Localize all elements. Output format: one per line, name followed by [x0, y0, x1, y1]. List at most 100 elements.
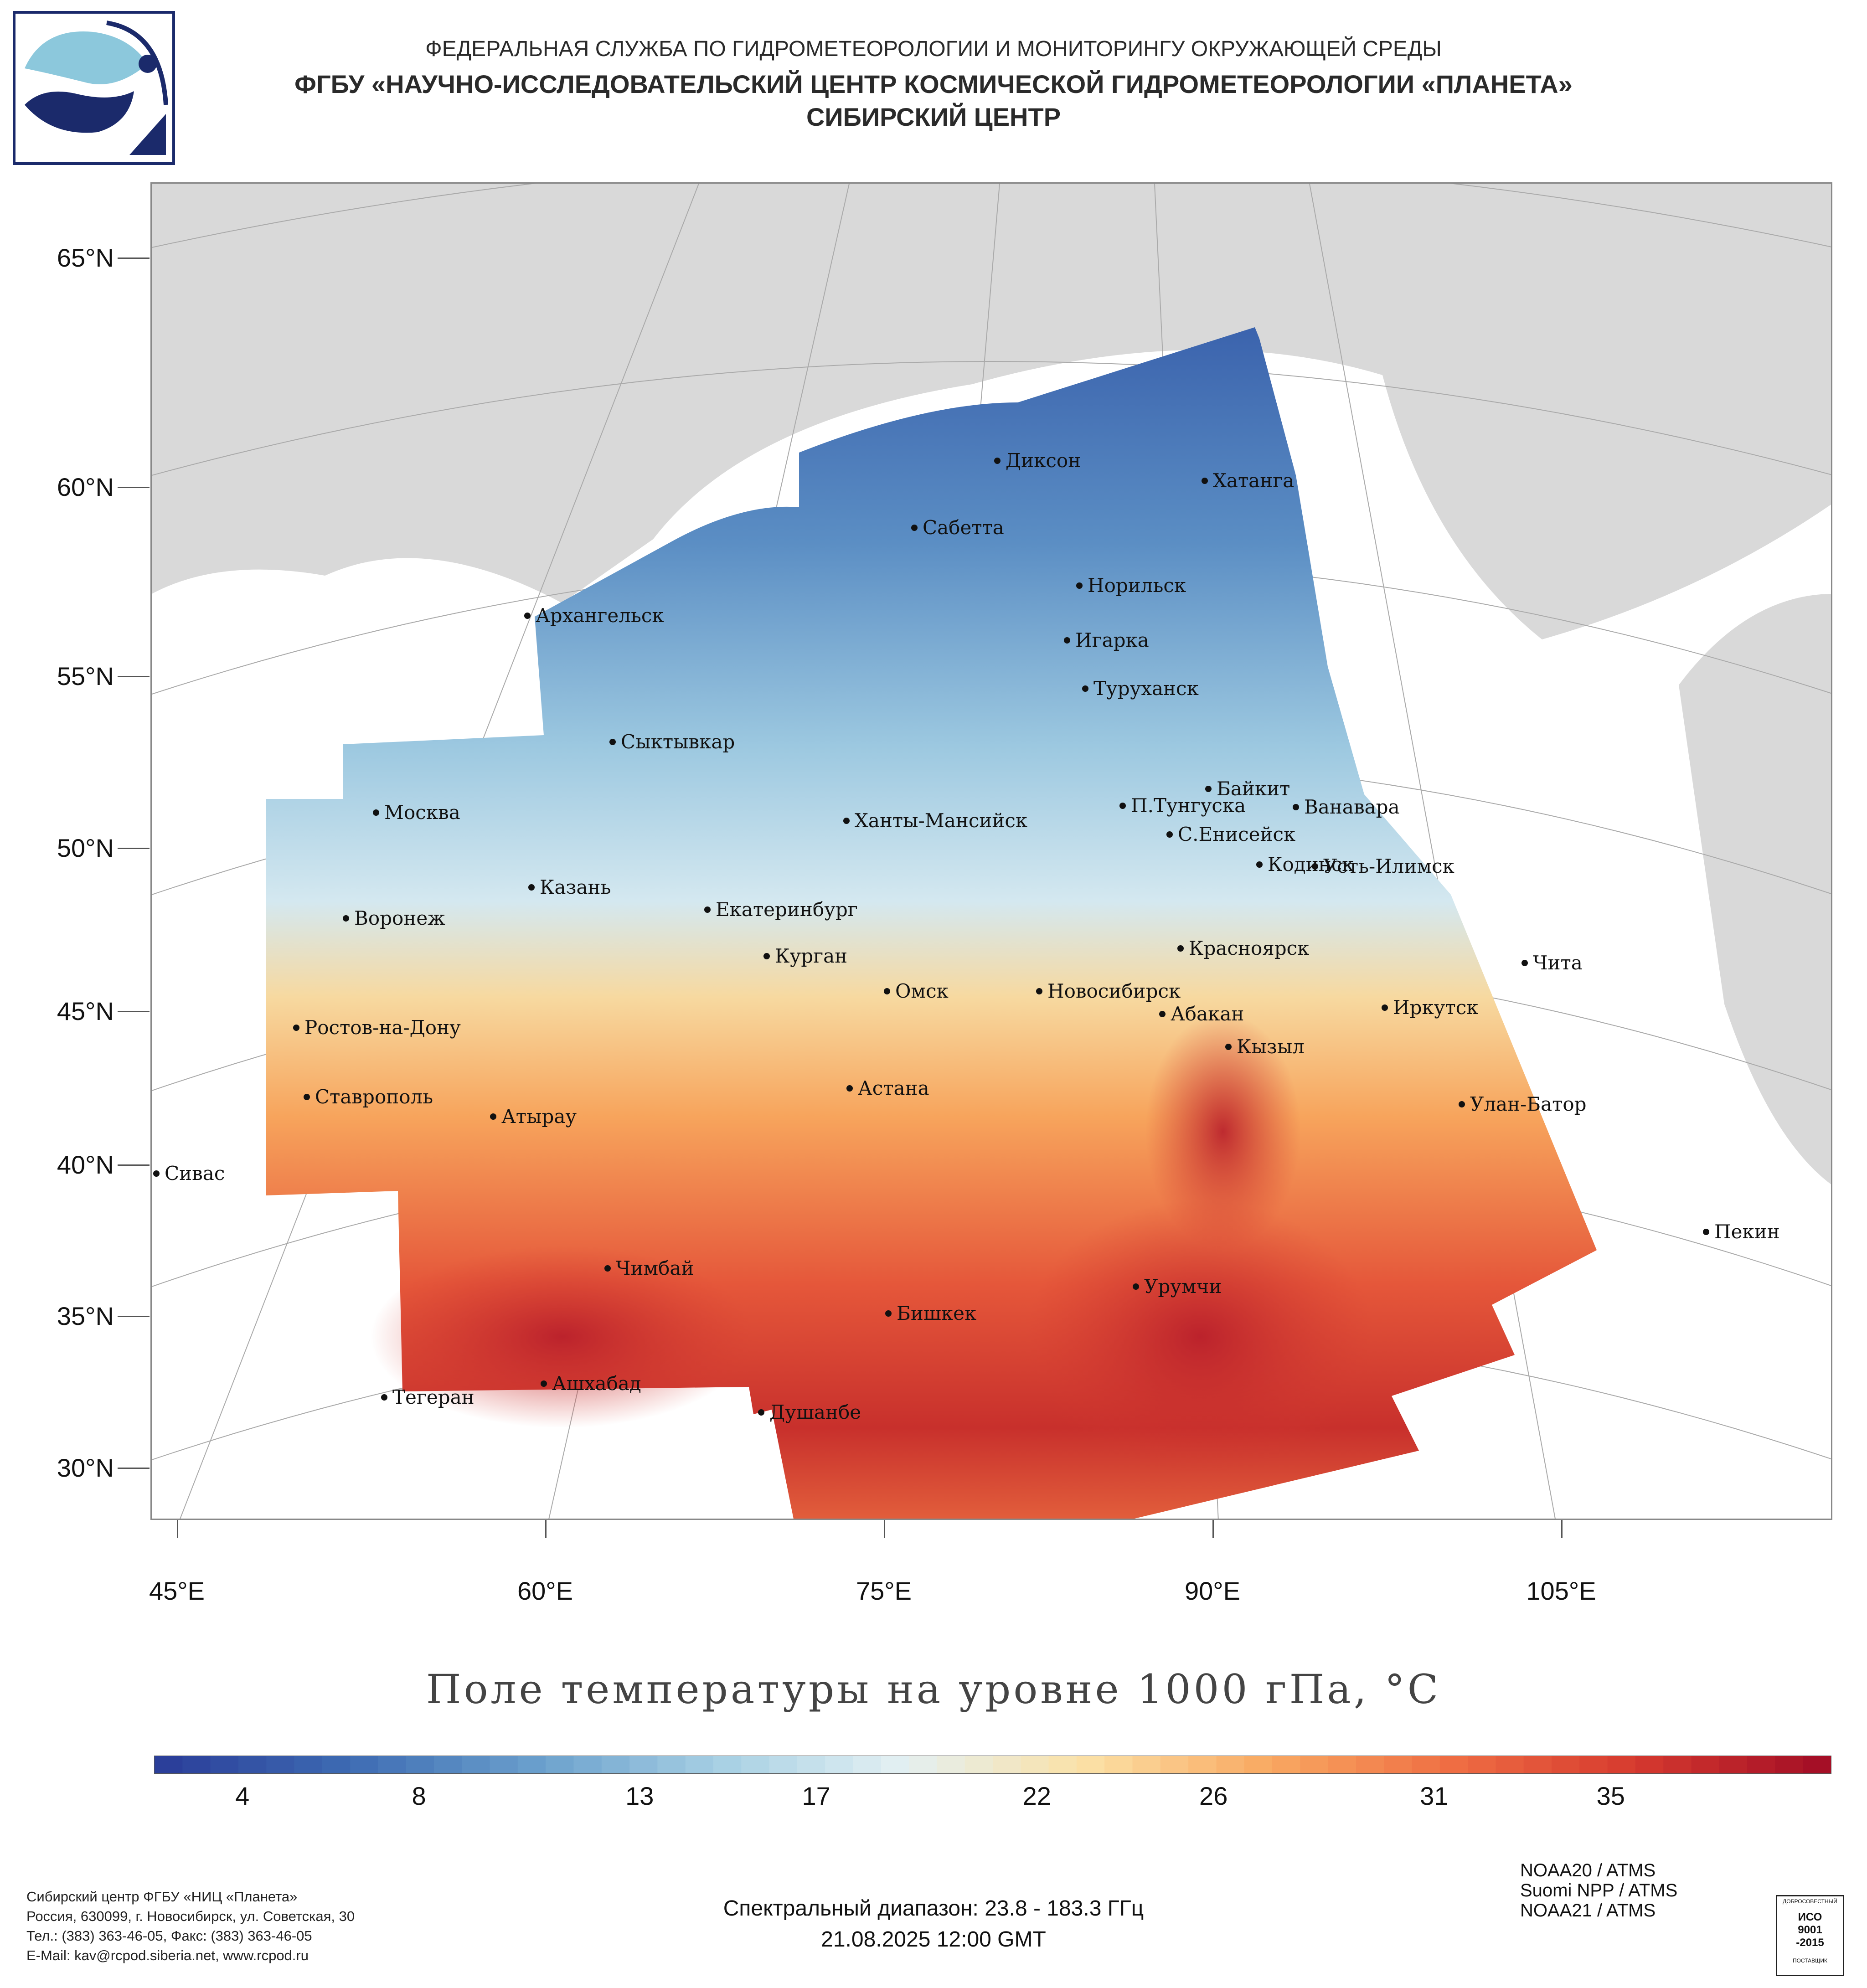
colorbar-step: [350, 1756, 379, 1773]
colorbar-step: [769, 1756, 798, 1773]
city-label: Ростов-на-Дону: [304, 1016, 461, 1039]
iso-certificate-badge: ДОБРОСОВЕСТНЫЙ ИСО 9001 -2015 ПОСТАВЩИК: [1776, 1895, 1844, 1976]
city-label: Бишкек: [897, 1302, 976, 1324]
city-dot: [153, 1170, 160, 1177]
colorbar-step: [993, 1756, 1021, 1773]
city-dot: [1064, 637, 1070, 644]
observation-datetime: 21.08.2025 12:00 GMT: [821, 1927, 1046, 1952]
city-dot: [846, 1085, 853, 1092]
city-label: Норильск: [1088, 574, 1186, 597]
city-layer: Диксон Хатанга Сабетта Норильск Архангельск И…: [153, 449, 1780, 1423]
city-dot: [1256, 861, 1263, 868]
city-label: Омск: [895, 980, 949, 1002]
colorbar-step: [1635, 1756, 1664, 1773]
city-marker: Красноярск: [1177, 937, 1309, 959]
city-label: Кодинск: [1268, 853, 1354, 876]
city-marker: Астана: [846, 1077, 929, 1099]
colorbar-step: [1048, 1756, 1077, 1773]
colorbar-step: [741, 1756, 770, 1773]
city-dot: [1119, 803, 1126, 809]
city-dot: [343, 915, 349, 922]
colorbar-step: [155, 1756, 183, 1773]
colorbar-step: [322, 1756, 351, 1773]
city-dot: [373, 809, 379, 816]
city-dot: [304, 1094, 310, 1100]
colorbar-step: [210, 1756, 239, 1773]
city-label: Улан-Батор: [1470, 1093, 1587, 1115]
colorbar-step: [601, 1756, 630, 1773]
city-marker: Улан-Батор: [1459, 1093, 1587, 1115]
colorbar-step: [1328, 1756, 1356, 1773]
lat-label: 40°N: [57, 1150, 114, 1179]
colorbar-step: [1468, 1756, 1496, 1773]
map-title: Поле температуры на уровне 1000 гПа, °С: [426, 1666, 1441, 1713]
city-dot: [528, 884, 535, 891]
hot-region-west: [371, 1246, 753, 1428]
satellite-list: NOAA20 / ATMS Suomi NPP / ATMS NOAA21 / …: [1520, 1860, 1677, 1921]
colorbar-step: [1021, 1756, 1049, 1773]
colorbar-label: 22: [1022, 1782, 1051, 1810]
city-dot: [1166, 831, 1173, 838]
colorbar-step: [1356, 1756, 1385, 1773]
city-marker: Ванавара: [1293, 796, 1400, 818]
city-dot: [604, 1265, 611, 1272]
city-dot: [884, 988, 890, 994]
satellite-item: Suomi NPP / ATMS: [1520, 1880, 1678, 1900]
land-east: [1679, 594, 1831, 1185]
city-marker: Тегеран: [381, 1386, 474, 1408]
city-label: Диксон: [1006, 449, 1081, 472]
iso-line1: ИСО: [1798, 1911, 1822, 1923]
city-label: Сивас: [165, 1162, 225, 1185]
colorbar-label: 13: [625, 1782, 654, 1810]
lon-label: 45°E: [149, 1576, 205, 1605]
city-dot: [381, 1394, 387, 1401]
city-label: Чимбай: [616, 1257, 694, 1279]
colorbar-step: [937, 1756, 965, 1773]
city-marker: Пекин: [1703, 1221, 1780, 1243]
city-dot: [524, 613, 531, 619]
city-dot: [490, 1113, 496, 1120]
city-marker: П.Тунгуска: [1119, 794, 1246, 817]
lat-label: 45°N: [57, 997, 114, 1025]
city-marker: Ашхабад: [541, 1372, 641, 1395]
org-line: Сибирский центр ФГБУ «НИЦ «Планета»: [26, 1889, 298, 1905]
colorbar-step: [517, 1756, 547, 1773]
colorbar-step: [1216, 1756, 1245, 1773]
city-marker: Кызыл: [1225, 1035, 1305, 1058]
city-marker: Норильск: [1076, 574, 1186, 597]
colorbar-step: [573, 1756, 602, 1773]
lat-tick: [118, 1011, 150, 1012]
colorbar-step: [1747, 1756, 1776, 1773]
city-marker: Сабетта: [911, 516, 1004, 539]
colorbar-step: [182, 1756, 211, 1773]
city-label: Красноярск: [1189, 937, 1309, 959]
city-dot: [541, 1380, 547, 1387]
colorbar-step: [1691, 1756, 1720, 1773]
city-label: Новосибирск: [1047, 980, 1181, 1002]
colorbar-step: [1272, 1756, 1301, 1773]
city-marker: Душанбе: [758, 1401, 861, 1423]
city-dot: [763, 953, 770, 959]
lat-label: 60°N: [57, 473, 114, 501]
city-dot: [758, 1409, 764, 1416]
city-marker: Кодинск: [1256, 853, 1354, 876]
city-label: Воронеж: [354, 907, 445, 929]
city-label: Сабетта: [923, 516, 1004, 539]
lat-tick: [118, 1316, 150, 1317]
city-label: Архангельск: [536, 604, 664, 627]
city-label: Атырау: [501, 1105, 577, 1128]
city-dot: [1225, 1044, 1232, 1050]
colorbar-label: 4: [235, 1782, 250, 1810]
city-label: С.Енисейск: [1178, 823, 1295, 845]
colorbar-step: [1523, 1756, 1552, 1773]
city-label: Кызыл: [1237, 1035, 1305, 1058]
colorbar-step: [1384, 1756, 1413, 1773]
city-label: Пекин: [1714, 1221, 1780, 1243]
city-dot: [1205, 786, 1212, 792]
planeta-logo: [13, 11, 175, 165]
city-dot: [994, 458, 1001, 464]
city-dot: [911, 525, 918, 531]
city-marker: Байкит: [1205, 778, 1290, 800]
colorbar-step: [294, 1756, 323, 1773]
city-dot: [885, 1310, 892, 1317]
